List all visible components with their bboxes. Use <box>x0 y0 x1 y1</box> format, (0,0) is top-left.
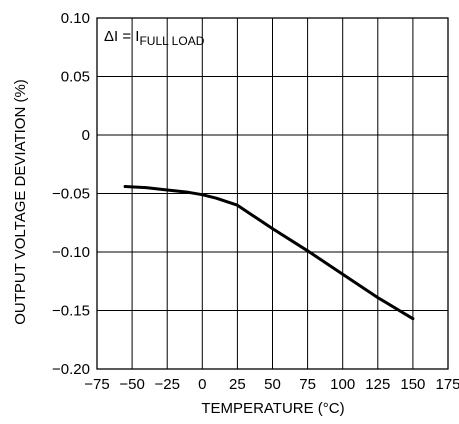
grid <box>97 18 448 369</box>
x-tick-label: 25 <box>229 376 246 393</box>
x-tick-labels: −75 −50 −25 0 25 50 75 100 125 150 175 <box>84 376 459 393</box>
y-tick-label: −0.20 <box>52 361 90 378</box>
y-tick-label: −0.15 <box>52 303 90 320</box>
y-tick-label: 0.10 <box>61 10 90 27</box>
series-layer <box>123 185 415 321</box>
annotation-subscript: FULL LOAD <box>139 34 204 48</box>
x-tick-label: 100 <box>330 376 355 393</box>
y-tick-label: 0 <box>82 127 90 144</box>
y-tick-labels: 0.10 0.05 0 −0.05 −0.10 −0.15 −0.20 <box>52 10 90 378</box>
plot-border <box>96 17 449 370</box>
y-tick-label: −0.05 <box>52 186 90 203</box>
x-tick-label: −50 <box>119 376 144 393</box>
y-tick-label: 0.05 <box>61 69 90 86</box>
x-tick-label: 150 <box>400 376 425 393</box>
x-tick-label: 75 <box>299 376 316 393</box>
x-tick-label: 50 <box>264 376 281 393</box>
x-tick-label: 0 <box>198 376 206 393</box>
x-axis-label: TEMPERATURE (°C) <box>201 400 344 417</box>
y-tick-label: −0.10 <box>52 244 90 261</box>
x-tick-label: 175 <box>435 376 459 393</box>
series-line <box>123 185 415 321</box>
x-tick-label: 125 <box>365 376 390 393</box>
y-axis-label: OUTPUT VOLTAGE DEVIATION (%) <box>12 79 29 325</box>
plot-frame <box>96 17 449 370</box>
annotation-main: ΔI = I <box>104 28 139 45</box>
x-tick-label: −25 <box>154 376 179 393</box>
annotation: ΔI = IFULL LOAD <box>104 28 205 48</box>
x-tick-label: −75 <box>84 376 109 393</box>
